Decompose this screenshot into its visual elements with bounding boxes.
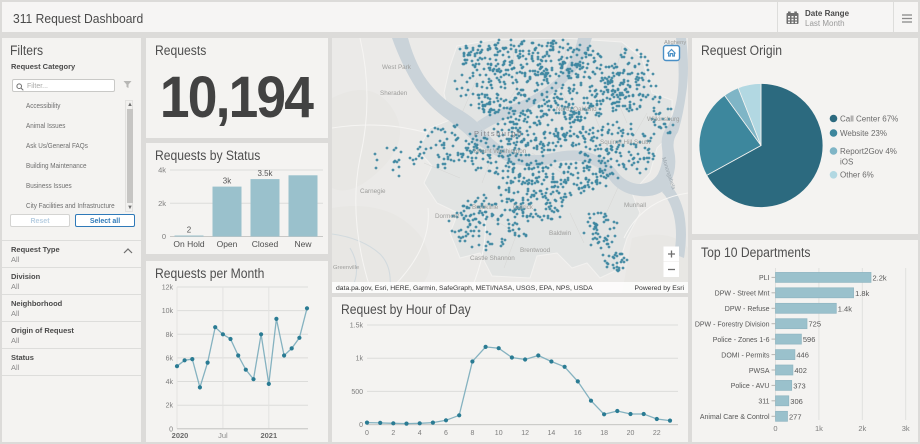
svg-text:2.2k: 2.2k: [873, 273, 887, 282]
svg-text:Baldwin: Baldwin: [549, 230, 572, 237]
svg-text:North Oakland: North Oakland: [556, 106, 597, 113]
svg-text:500: 500: [351, 389, 363, 396]
svg-text:0: 0: [162, 232, 166, 241]
svg-text:1k: 1k: [356, 356, 364, 363]
svg-text:Other 6%: Other 6%: [840, 171, 874, 180]
svg-text:1k: 1k: [815, 424, 823, 433]
svg-text:4k: 4k: [166, 379, 174, 386]
svg-text:Pittsburgh: Pittsburgh: [474, 129, 523, 138]
svg-text:3.5k: 3.5k: [257, 169, 273, 178]
svg-text:Squirrel Hill South: Squirrel Hill South: [600, 139, 651, 146]
svg-text:PWSA: PWSA: [749, 368, 770, 375]
svg-text:Closed: Closed: [252, 239, 279, 249]
svg-text:311: 311: [758, 399, 769, 406]
svg-text:Sheraden: Sheraden: [380, 90, 408, 97]
svg-text:1.4k: 1.4k: [838, 304, 852, 313]
svg-text:Carnegie: Carnegie: [360, 188, 386, 195]
svg-text:Carrick: Carrick: [513, 204, 534, 211]
svg-text:14: 14: [548, 430, 556, 437]
svg-text:PLI: PLI: [759, 275, 770, 282]
svg-text:18: 18: [600, 430, 608, 437]
svg-text:DPW - Forestry Division: DPW - Forestry Division: [695, 322, 770, 329]
svg-text:Powered by Esri: Powered by Esri: [635, 285, 685, 292]
svg-text:8k: 8k: [166, 332, 174, 339]
svg-text:Website 23%: Website 23%: [840, 129, 887, 138]
svg-text:20: 20: [627, 430, 635, 437]
svg-text:277: 277: [789, 412, 802, 421]
svg-text:0: 0: [773, 424, 777, 433]
svg-text:Jul: Jul: [218, 431, 228, 440]
svg-text:Police - Zones 1-6: Police - Zones 1-6: [713, 337, 770, 344]
svg-text:10: 10: [495, 430, 503, 437]
svg-text:6: 6: [444, 430, 448, 437]
svg-text:0: 0: [365, 430, 369, 437]
svg-text:3k: 3k: [902, 424, 910, 433]
svg-text:Wilkinsburg: Wilkinsburg: [647, 116, 680, 123]
svg-text:Greenville: Greenville: [333, 265, 359, 271]
svg-text:2k: 2k: [166, 403, 174, 410]
svg-text:8: 8: [470, 430, 474, 437]
svg-text:4k: 4k: [158, 166, 166, 175]
svg-text:data.pa.gov, Esri, HERE, Garmi: data.pa.gov, Esri, HERE, Garmin, SafeGra…: [336, 285, 593, 292]
svg-text:6k: 6k: [166, 355, 174, 362]
svg-text:Report2Gov 4%: Report2Gov 4%: [840, 147, 897, 156]
svg-text:New: New: [294, 239, 312, 249]
svg-text:Dormont: Dormont: [435, 213, 459, 220]
svg-text:2021: 2021: [260, 431, 277, 440]
svg-text:12: 12: [521, 430, 529, 437]
svg-text:DOMI - Permits: DOMI - Permits: [721, 352, 770, 359]
svg-text:Brentwood: Brentwood: [520, 247, 551, 254]
svg-text:Call Center 67%: Call Center 67%: [840, 114, 898, 123]
svg-text:Police - AVU: Police - AVU: [731, 383, 770, 390]
svg-text:Brookline: Brookline: [472, 204, 499, 211]
svg-text:2k: 2k: [158, 199, 166, 208]
svg-text:DPW - Refuse: DPW - Refuse: [725, 306, 770, 313]
svg-text:DPW - Street Mnt: DPW - Street Mnt: [715, 291, 770, 298]
svg-text:373: 373: [793, 381, 806, 390]
svg-text:2k: 2k: [858, 424, 866, 433]
svg-text:306: 306: [790, 397, 803, 406]
svg-text:16: 16: [574, 430, 582, 437]
svg-text:22: 22: [653, 430, 661, 437]
svg-text:446: 446: [796, 351, 809, 360]
svg-text:4: 4: [418, 430, 422, 437]
svg-text:West Park: West Park: [382, 64, 412, 71]
svg-text:402: 402: [794, 366, 807, 375]
svg-text:10k: 10k: [162, 308, 174, 315]
svg-text:2020: 2020: [172, 431, 189, 440]
svg-text:Castle Shannon: Castle Shannon: [470, 255, 515, 262]
svg-text:2: 2: [391, 430, 395, 437]
svg-text:On Hold: On Hold: [173, 239, 204, 249]
svg-text:12k: 12k: [162, 285, 174, 292]
svg-text:Aligheny: Aligheny: [664, 40, 686, 46]
svg-text:Open: Open: [217, 239, 238, 249]
svg-text:Animal Care & Control: Animal Care & Control: [700, 414, 770, 421]
svg-text:0: 0: [359, 422, 363, 429]
svg-text:Mount Washington: Mount Washington: [474, 148, 527, 155]
svg-text:2: 2: [187, 226, 192, 235]
svg-text:Munhall: Munhall: [624, 202, 646, 209]
svg-text:0: 0: [169, 426, 173, 433]
svg-text:1.5k: 1.5k: [350, 323, 364, 330]
svg-text:596: 596: [803, 335, 816, 344]
svg-text:iOS: iOS: [840, 157, 853, 166]
svg-text:725: 725: [809, 320, 822, 329]
svg-text:1.8k: 1.8k: [855, 289, 869, 298]
svg-text:3k: 3k: [223, 177, 232, 186]
